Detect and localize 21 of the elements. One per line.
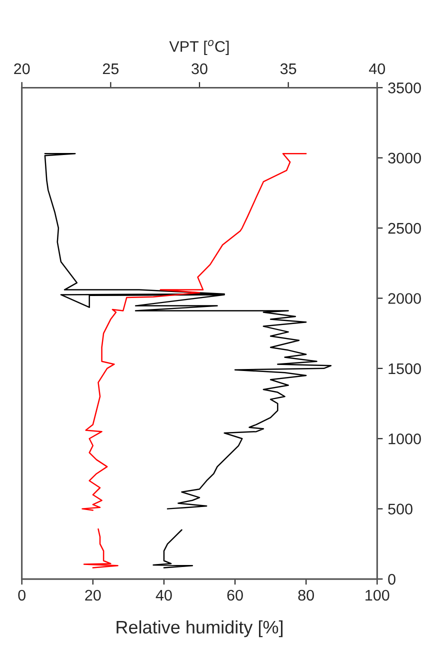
x2-tick-label: 30: [192, 63, 208, 74]
y-tick-label: 1000: [388, 433, 421, 444]
x-axis-title: Relative humidity [%]: [116, 620, 282, 638]
x2-tick-label: 20: [14, 63, 30, 74]
x2-tick-label: 25: [102, 63, 119, 74]
x-tick-label: 80: [298, 590, 314, 601]
y-tick-label: 3000: [388, 152, 421, 164]
y-tick-label: 1500: [388, 363, 421, 374]
x-tick-label: 100: [366, 590, 390, 601]
x-tick-label: 60: [227, 590, 243, 601]
y-tick-label: 3500: [388, 82, 421, 94]
x2-tick-label: 35: [280, 63, 296, 74]
x-tick-label: 0: [18, 590, 26, 601]
y-tick-label: 2500: [388, 222, 421, 234]
y-tick-label: 0: [388, 574, 396, 585]
x-tick-label: 40: [156, 590, 172, 601]
x2-axis-title: VPT [$^{o}$C]: [169, 40, 229, 55]
x2-tick-label: 40: [368, 63, 386, 74]
y-tick-label: 500: [388, 504, 412, 514]
y-tick-label: 2000: [388, 293, 421, 304]
x-tick-label: 20: [85, 590, 101, 601]
